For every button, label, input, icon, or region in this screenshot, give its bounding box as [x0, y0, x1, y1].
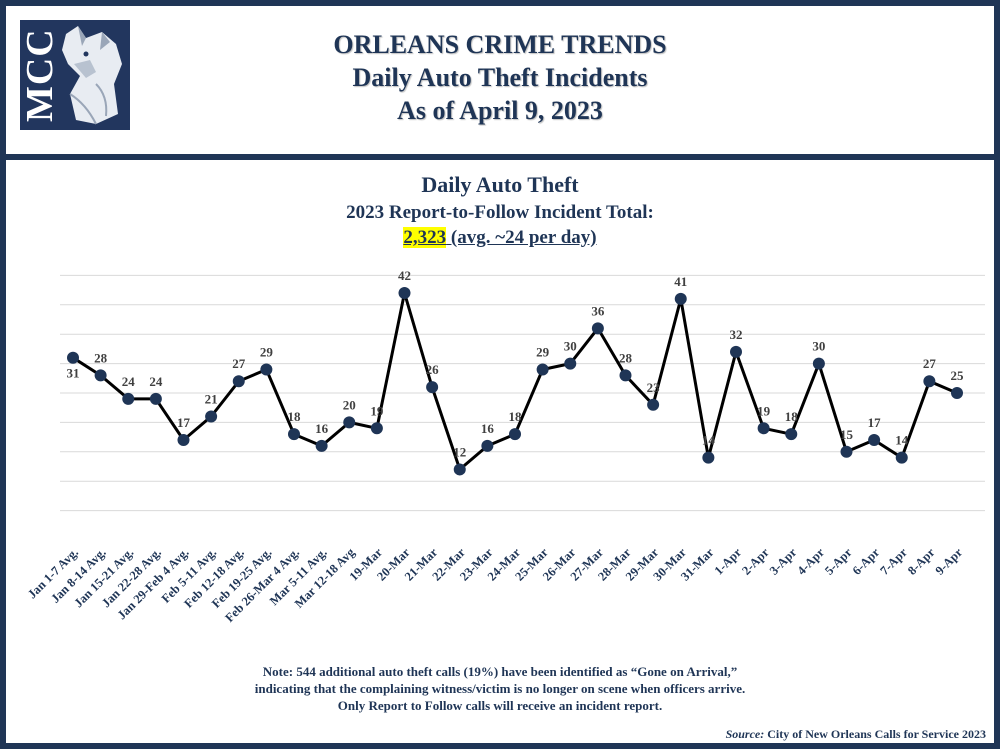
- chart-total-line: 2,323 (avg. ~24 per day): [0, 226, 1000, 250]
- data-point: [205, 410, 218, 423]
- data-point: [67, 351, 79, 364]
- data-label: 36: [591, 303, 605, 318]
- data-label: 24: [149, 374, 163, 389]
- data-label: 28: [619, 350, 633, 365]
- data-point: [591, 322, 604, 335]
- data-point: [812, 357, 825, 370]
- data-markers: [67, 287, 963, 476]
- data-point: [149, 392, 162, 405]
- wolf-icon: [62, 26, 122, 125]
- page-title: ORLEANS CRIME TRENDS Daily Auto Theft In…: [150, 28, 850, 127]
- x-tick-label: 5-Apr: [822, 545, 855, 578]
- data-point: [730, 345, 742, 358]
- data-label: 23: [647, 380, 661, 395]
- x-tick-label: 8-Apr: [905, 545, 938, 578]
- data-point: [564, 357, 577, 370]
- x-tick-labels: Jan 1-7 Avg.Jan 8-14 Avg.Jan 15-21 Avg.J…: [25, 545, 965, 625]
- x-tick-label: 1-Apr: [712, 545, 745, 578]
- data-point: [674, 292, 687, 305]
- x-tick-label: 9-Apr: [933, 545, 966, 578]
- data-label: 14: [702, 433, 716, 448]
- data-label: 21: [205, 392, 218, 407]
- data-label: 16: [481, 421, 495, 436]
- x-tick-label: 3-Apr: [767, 545, 800, 578]
- data-label: 25: [951, 368, 965, 383]
- data-point: [232, 375, 245, 388]
- data-point: [315, 439, 328, 452]
- chart-panel: [0, 160, 1000, 749]
- source-text: City of New Orleans Calls for Service 20…: [764, 727, 986, 741]
- data-point: [923, 375, 936, 388]
- data-point: [785, 428, 798, 441]
- data-point: [868, 434, 881, 447]
- mcc-logo: MCC: [20, 20, 130, 130]
- data-label: 30: [564, 339, 577, 354]
- data-point: [536, 363, 549, 376]
- data-point: [757, 422, 770, 435]
- footnote: Note: 544 additional auto theft calls (1…: [254, 664, 746, 713]
- data-label: 18: [785, 409, 799, 424]
- x-tick-label: 6-Apr: [850, 545, 883, 578]
- data-label: 29: [536, 344, 550, 359]
- average-text: (avg. ~24 per day): [446, 227, 597, 248]
- data-label: 30: [812, 339, 825, 354]
- data-labels: 31 28 24 24 17 21 27 29 18 16 20 19 42 26 12 16 18 29 30 36…: [67, 268, 965, 459]
- data-point: [951, 387, 963, 399]
- x-tick-label: 2-Apr: [739, 545, 772, 578]
- data-label: 16: [315, 421, 329, 436]
- title-line-1: ORLEANS CRIME TRENDS: [333, 30, 667, 59]
- data-point: [619, 369, 632, 382]
- data-label: 19: [757, 403, 771, 418]
- data-label: 27: [923, 356, 937, 371]
- data-label: 27: [232, 356, 246, 371]
- data-label: 14: [895, 433, 909, 448]
- data-point: [177, 434, 190, 447]
- data-point: [122, 392, 135, 405]
- grid-lines: [60, 274, 985, 512]
- data-label: 17: [177, 415, 191, 430]
- x-tick-label: 7-Apr: [877, 545, 910, 578]
- title-line-3: As of April 9, 2023: [397, 96, 603, 125]
- total-value: 2,323: [403, 227, 447, 248]
- data-label: 32: [730, 327, 743, 342]
- data-point: [453, 463, 466, 476]
- data-point: [840, 445, 853, 458]
- source-label: Source:: [725, 727, 765, 741]
- chart-subtitle: 2023 Report-to-Follow Incident Total:: [346, 202, 654, 223]
- data-label: 29: [260, 344, 274, 359]
- header-panel: [0, 0, 1000, 160]
- title-line-2: Daily Auto Theft Incidents: [352, 63, 648, 92]
- data-point: [343, 416, 356, 429]
- data-point: [895, 451, 908, 464]
- series-line: [72, 291, 958, 471]
- data-label: 12: [453, 444, 466, 459]
- data-point: [481, 439, 494, 452]
- source-line: Source: City of New Orleans Calls for Se…: [726, 727, 986, 742]
- data-point: [426, 381, 439, 394]
- data-label: 19: [370, 403, 384, 418]
- data-label: 31: [67, 366, 80, 381]
- chart-title: Daily Auto Theft: [421, 172, 579, 197]
- data-point: [260, 363, 273, 376]
- data-label: 18: [509, 409, 523, 424]
- x-tick-label: 4-Apr: [795, 545, 828, 578]
- data-point: [702, 451, 715, 464]
- data-point: [370, 422, 383, 435]
- data-label: 41: [674, 274, 687, 289]
- data-label: 20: [343, 397, 356, 412]
- data-label: 42: [398, 268, 411, 283]
- data-point: [647, 398, 660, 411]
- data-label: 17: [868, 415, 882, 430]
- data-point: [398, 287, 411, 300]
- data-point: [94, 369, 107, 382]
- data-label: 28: [94, 350, 108, 365]
- data-label: 18: [288, 409, 302, 424]
- data-label: 26: [426, 362, 440, 377]
- data-label: 24: [122, 374, 136, 389]
- data-point: [509, 428, 521, 441]
- data-point: [288, 428, 300, 441]
- data-label: 15: [840, 427, 854, 442]
